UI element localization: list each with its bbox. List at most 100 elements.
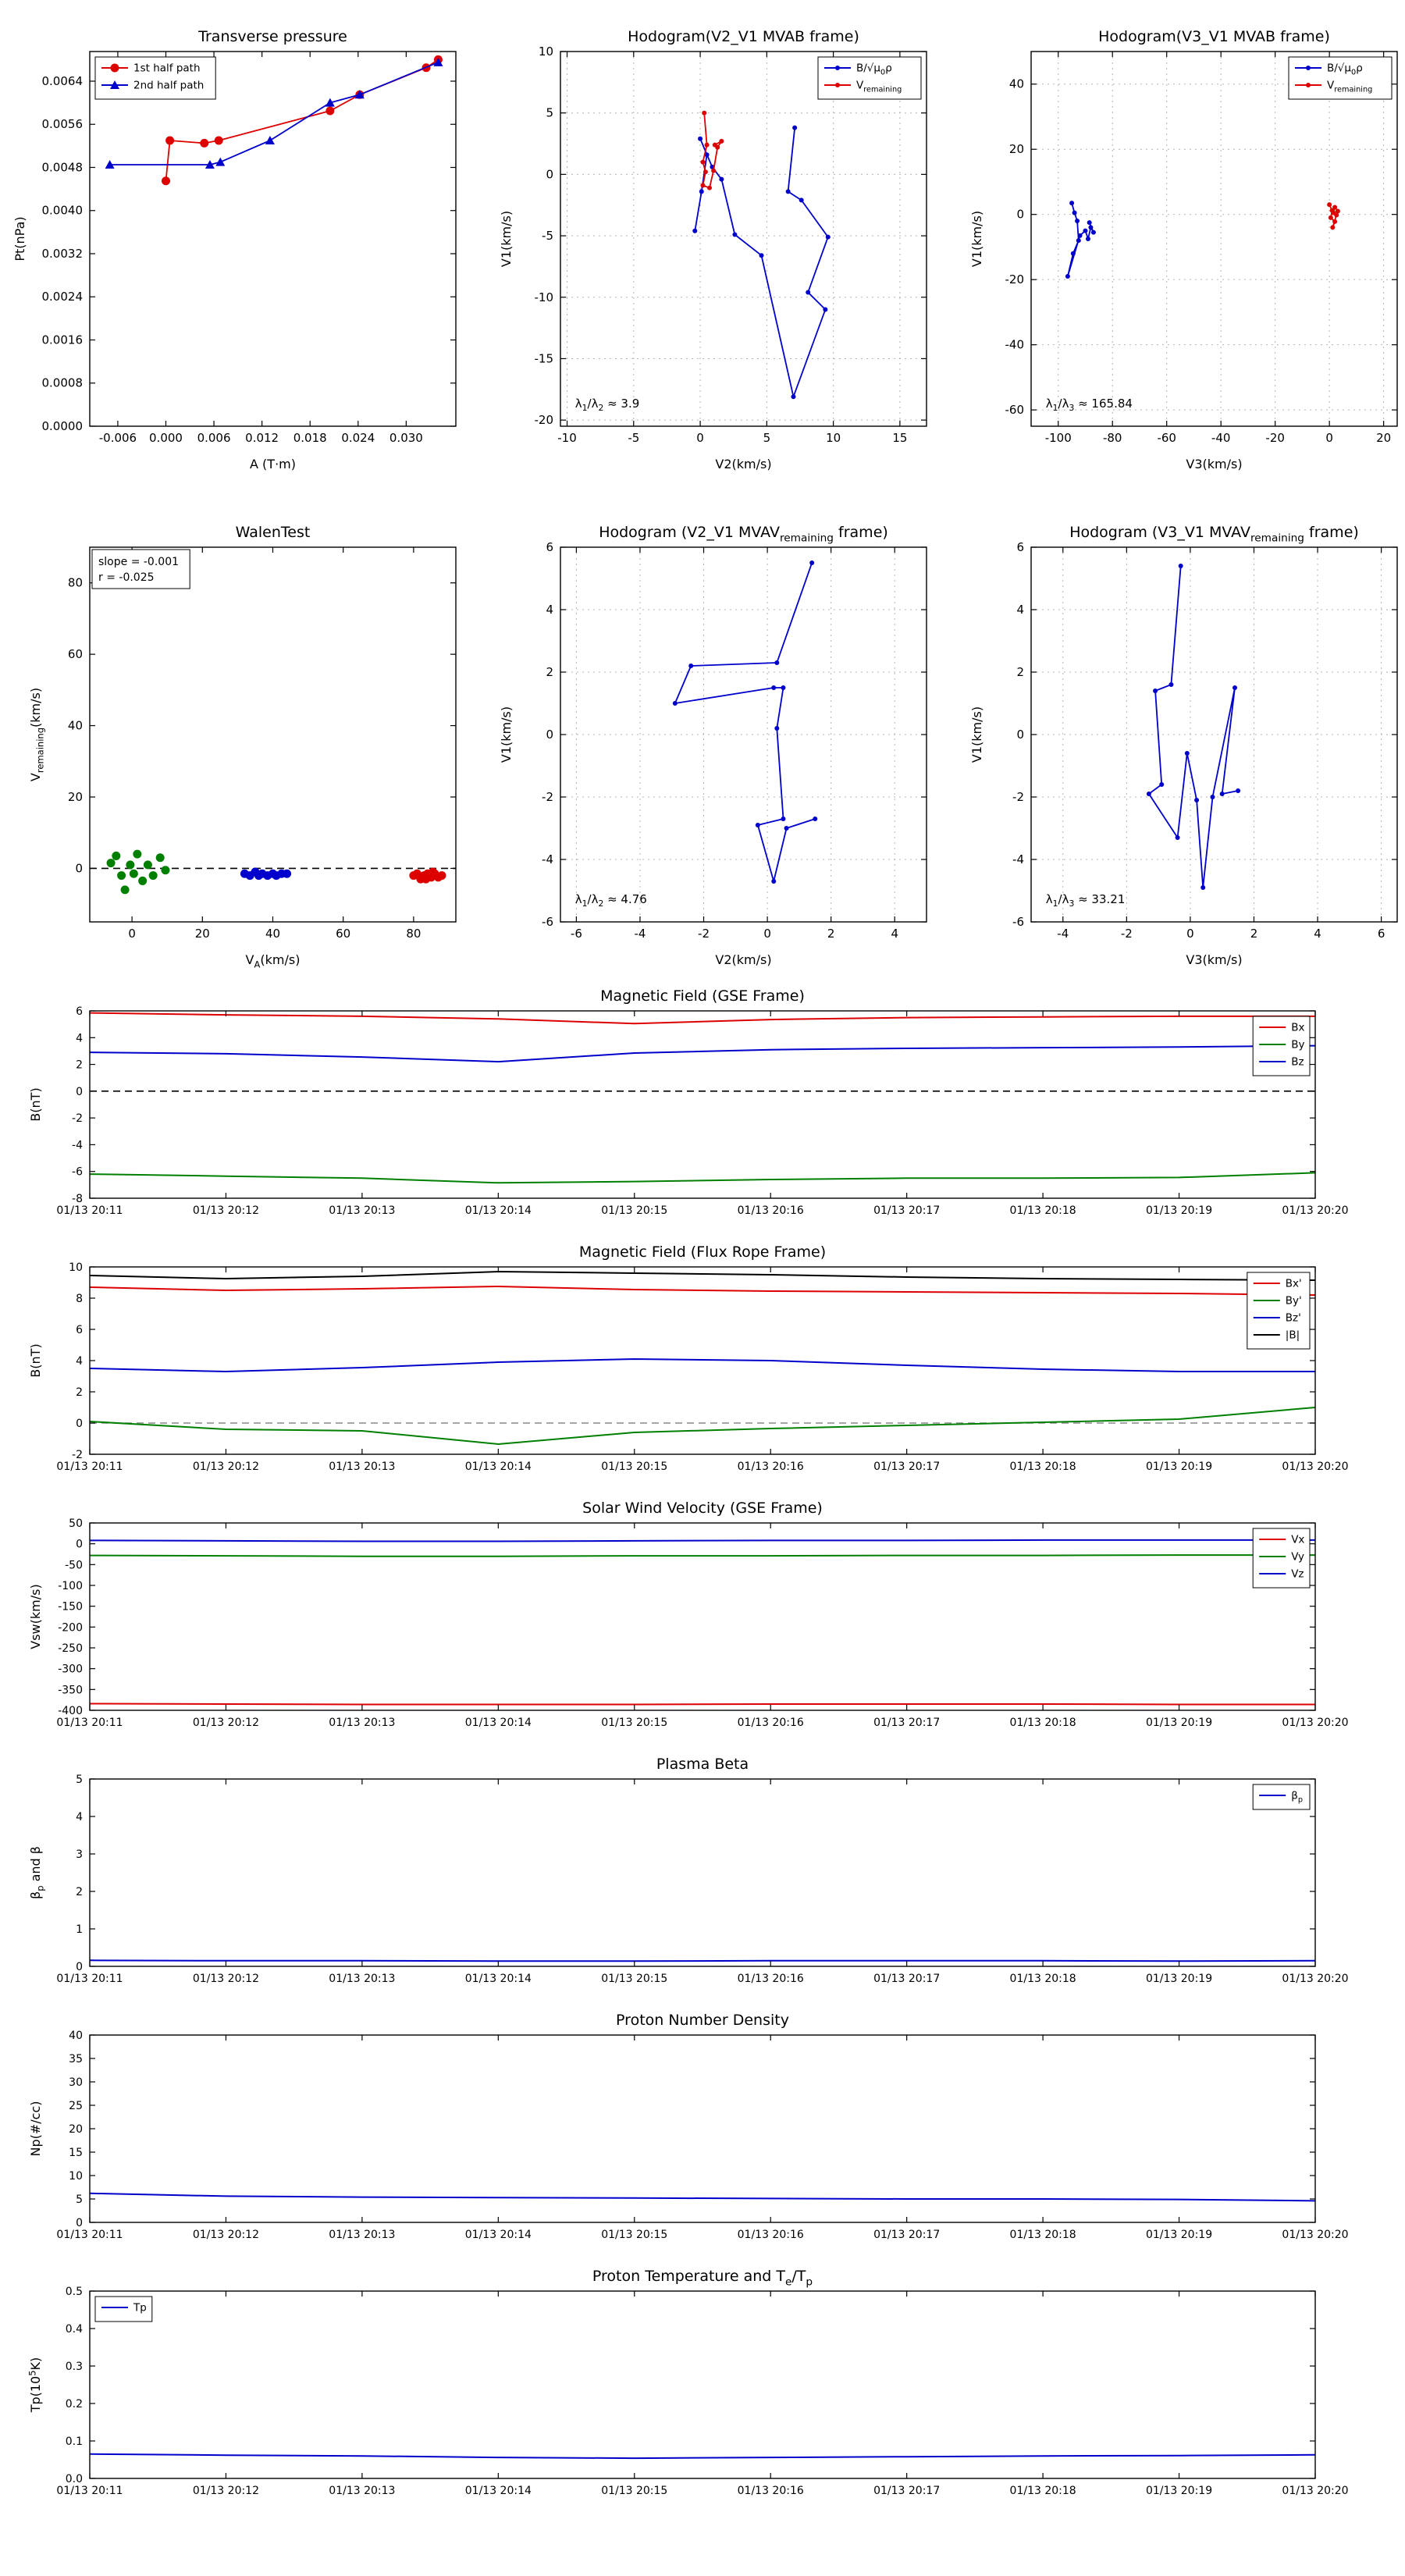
svg-text:0.2: 0.2 [66,2398,83,2411]
svg-text:-50: -50 [65,1559,83,1571]
svg-text:01/13 20:12: 01/13 20:12 [193,1717,259,1729]
panel-solar-wind-velocity: 01/13 20:11 01/13 20:12 01/13 20:13 01/13 2… [12,1490,1387,1742]
svg-text:-10: -10 [557,431,577,445]
svg-text:0: 0 [696,431,704,445]
svg-text:-5: -5 [542,229,553,243]
svg-text:-4: -4 [1057,927,1069,941]
svg-text:40: 40 [265,927,280,941]
svg-text:0.0016: 0.0016 [42,333,84,347]
svg-text:B/√μ0ρ: B/√μ0ρ [856,62,892,77]
svg-text:Transverse pressure: Transverse pressure [197,28,347,45]
svg-text:0: 0 [1016,728,1024,742]
svg-text:Vy: Vy [1291,1551,1304,1564]
svg-text:2: 2 [827,927,835,941]
svg-text:0: 0 [76,2217,83,2229]
svg-text:01/13 20:20: 01/13 20:20 [1282,1461,1348,1473]
svg-text:-300: -300 [58,1663,83,1676]
svg-text:Plasma Beta: Plasma Beta [656,1756,749,1773]
panel-magnetic-field-flux-rope: 01/13 20:11 01/13 20:12 01/13 20:13 01/13 2… [12,1234,1387,1485]
svg-text:2: 2 [1016,665,1024,679]
svg-text:60: 60 [336,927,350,941]
svg-text:2nd half path: 2nd half path [133,80,204,92]
svg-text:Bx': Bx' [1286,1278,1302,1290]
svg-text:35: 35 [69,2053,83,2065]
svg-text:slope = -0.001: slope = -0.001 [98,556,179,568]
svg-text:6: 6 [76,1005,83,1018]
svg-text:40: 40 [69,2030,83,2042]
svg-text:01/13 20:11: 01/13 20:11 [56,2485,123,2497]
svg-text:-400: -400 [58,1705,83,1717]
svg-text:5: 5 [546,106,553,120]
svg-text:01/13 20:15: 01/13 20:15 [601,2229,667,2241]
svg-text:-6: -6 [72,1166,83,1179]
svg-text:βp and β: βp and β [28,1846,45,1899]
svg-text:Hodogram (V2_V1 MVAVremaining: Hodogram (V2_V1 MVAVremaining frame) [599,524,888,544]
svg-text:01/13 20:18: 01/13 20:18 [1010,1973,1076,1985]
svg-text:0: 0 [75,861,83,875]
svg-text:Vremaining(km/s): Vremaining(km/s) [28,688,45,781]
panel-walen-test: 0 20 40 60 80 0 20 40 60 80 WalenTest VA(km/s) Vrema… [12,510,468,1003]
svg-text:-40: -40 [1211,431,1231,445]
svg-text:20: 20 [195,927,210,941]
svg-text:Proton Temperature and Te/Tp: Proton Temperature and Te/Tp [592,2268,813,2288]
svg-text:01/13 20:16: 01/13 20:16 [738,2229,804,2241]
svg-text:01/13 20:13: 01/13 20:13 [329,1973,395,1985]
svg-text:01/13 20:17: 01/13 20:17 [873,1461,940,1473]
svg-text:-4: -4 [72,1139,83,1151]
svg-text:0.0008: 0.0008 [42,376,84,390]
svg-text:Pt(nPa): Pt(nPa) [12,216,27,261]
svg-text:01/13 20:18: 01/13 20:18 [1010,1717,1076,1729]
svg-text:4: 4 [1314,927,1321,941]
svg-text:01/13 20:11: 01/13 20:11 [56,1204,123,1217]
svg-text:01/13 20:17: 01/13 20:17 [873,2229,940,2241]
svg-text:01/13 20:17: 01/13 20:17 [873,1717,940,1729]
svg-text:0.030: 0.030 [389,431,423,445]
svg-text:-2: -2 [1121,927,1133,941]
svg-text:01/13 20:14: 01/13 20:14 [465,2229,532,2241]
svg-text:01/13 20:15: 01/13 20:15 [601,1973,667,1985]
svg-text:-250: -250 [58,1642,83,1655]
svg-text:-2: -2 [72,1449,83,1461]
svg-text:2: 2 [76,1059,83,1072]
svg-text:B(nT): B(nT) [28,1087,43,1121]
svg-text:01/13 20:11: 01/13 20:11 [56,1461,123,1473]
svg-text:-2: -2 [1012,790,1024,804]
svg-text:01/13 20:12: 01/13 20:12 [193,2229,259,2241]
svg-text:V3(km/s): V3(km/s) [1186,952,1242,967]
svg-text:4: 4 [76,1032,83,1044]
svg-text:0: 0 [1186,927,1194,941]
svg-text:λ1/λ3 ≈ 165.84: λ1/λ3 ≈ 165.84 [1046,397,1133,413]
svg-text:0.5: 0.5 [66,2286,83,2298]
svg-text:4: 4 [891,927,898,941]
svg-text:-150: -150 [58,1601,83,1614]
svg-text:10: 10 [69,1261,83,1274]
svg-text:6: 6 [1016,540,1024,554]
svg-text:01/13 20:13: 01/13 20:13 [329,1717,395,1729]
svg-text:01/13 20:13: 01/13 20:13 [329,1461,395,1473]
svg-text:Vx: Vx [1291,1534,1304,1546]
svg-text:Vremaining: Vremaining [856,80,902,94]
svg-text:01/13 20:17: 01/13 20:17 [873,2485,940,2497]
svg-text:2: 2 [76,1886,83,1898]
svg-text:By: By [1291,1039,1304,1051]
svg-text:01/13 20:11: 01/13 20:11 [56,2229,123,2241]
svg-text:0: 0 [76,1961,83,1973]
svg-text:0.012: 0.012 [245,431,279,445]
svg-text:4: 4 [76,1811,83,1823]
svg-text:01/13 20:19: 01/13 20:19 [1146,2485,1212,2497]
svg-text:-15: -15 [535,351,554,365]
svg-text:01/13 20:14: 01/13 20:14 [465,2485,532,2497]
svg-text:40: 40 [68,719,83,733]
svg-text:0.0: 0.0 [66,2473,83,2485]
svg-text:01/13 20:14: 01/13 20:14 [465,1717,532,1729]
svg-text:Solar Wind Velocity (GSE Frame: Solar Wind Velocity (GSE Frame) [582,1500,823,1517]
svg-text:01/13 20:15: 01/13 20:15 [601,1204,667,1217]
svg-text:01/13 20:15: 01/13 20:15 [601,1461,667,1473]
svg-text:0.006: 0.006 [197,431,231,445]
svg-text:0: 0 [128,927,136,941]
svg-text:01/13 20:11: 01/13 20:11 [56,1717,123,1729]
svg-text:V1(km/s): V1(km/s) [969,211,984,267]
svg-text:01/13 20:20: 01/13 20:20 [1282,1204,1348,1217]
svg-text:-2: -2 [72,1112,83,1125]
svg-text:-100: -100 [1045,431,1072,445]
